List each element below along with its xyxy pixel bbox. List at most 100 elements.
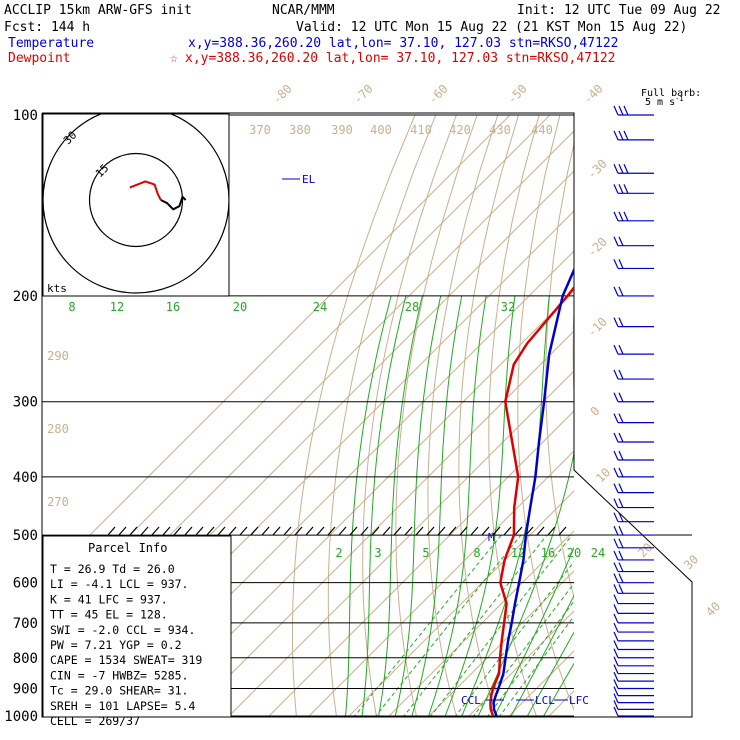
- plot-frame: [41, 112, 693, 718]
- dry-adiabat-line: [327, 114, 437, 717]
- freezing-hatch: [349, 526, 358, 536]
- moist-adiabat-line: [427, 295, 487, 717]
- moist-adiabat-label: 16: [166, 300, 180, 314]
- freezing-hatch: [294, 526, 303, 536]
- institution: NCAR/MMM: [272, 3, 335, 18]
- freezing-hatch: [338, 526, 347, 536]
- moist-adiabat-label: 32: [501, 300, 515, 314]
- init-time: Init: 12 UTC Tue 09 Aug 22: [517, 3, 721, 18]
- wind-barb: [613, 450, 654, 461]
- pressure-tick-label: 500: [13, 528, 38, 544]
- hodograph-units: kts: [47, 282, 67, 295]
- wind-barb: [613, 686, 654, 697]
- wind-barb: [613, 105, 654, 116]
- theta-label: 400: [370, 123, 392, 137]
- wind-barbs: [613, 105, 654, 717]
- freezing-hatch: [129, 526, 138, 536]
- hodograph-trace-upper: [129, 180, 162, 201]
- mixing-ratio-lines: [353, 534, 574, 717]
- theta-label: 370: [249, 123, 271, 137]
- temperature-legend: Temperature: [8, 36, 94, 51]
- moist-adiabat-line: [542, 662, 574, 717]
- isotherm-line: [147, 290, 574, 717]
- lcl-label: LCL: [535, 694, 555, 707]
- theta-label: 430: [489, 123, 511, 137]
- isotherm-line: [387, 530, 574, 717]
- freezing-hatch: [162, 526, 171, 536]
- pressure-tick-label: 700: [13, 616, 38, 632]
- parcel-info-row: SWI = -2.0 CCL = 934.: [50, 623, 195, 637]
- wind-barb: [613, 604, 654, 615]
- parcel-info-title: Parcel Info: [88, 541, 167, 555]
- wind-barb: [613, 671, 654, 682]
- mixing-ratio-label: 24: [591, 546, 605, 560]
- wind-barb: [613, 573, 654, 584]
- moist-adiabats: [344, 295, 574, 717]
- isotherm-line: [187, 330, 574, 717]
- parcel-info-row: CAPE = 1534 SWEAT= 319: [50, 653, 202, 667]
- moist-adiabat-label: 20: [233, 300, 247, 314]
- wind-barb: [613, 656, 654, 667]
- wind-barb: [613, 594, 654, 605]
- wind-barb: [613, 525, 654, 536]
- dry-adiabat-line: [458, 114, 519, 717]
- dewpoint-location: x,y=388.36,260.20 lat,lon= 37.10, 127.03…: [185, 51, 615, 66]
- barb-legend-units: 5 m s-1: [645, 95, 684, 108]
- freezing-hatch: [382, 526, 391, 536]
- isotherm-line: [42, 114, 551, 624]
- parcel-info-row: LI = -4.1 LCL = 937.: [50, 577, 188, 591]
- parcel-info-row: SREH = 101 LAPSE= 5.4: [50, 699, 195, 713]
- freezing-hatch: [107, 526, 116, 536]
- dry-adiabats: [292, 114, 574, 717]
- dewpoint-legend: Dewpoint: [8, 51, 71, 66]
- wind-barb: [613, 344, 654, 355]
- freezing-hatch: [217, 526, 226, 536]
- wind-barb: [613, 538, 654, 549]
- mixing-ratio-line: [472, 582, 574, 717]
- freezing-hatch: [426, 526, 435, 536]
- freezing-hatch: [140, 526, 149, 536]
- mixing-ratio-line: [498, 615, 574, 717]
- wind-barb: [613, 184, 654, 194]
- isotherm-line: [227, 370, 574, 717]
- parcel-info-row: TT = 45 EL = 128.: [50, 608, 168, 622]
- moist-adiabat-line: [526, 631, 574, 717]
- mixing-ratio-label: 5: [422, 546, 429, 560]
- freezing-hatch: [437, 526, 446, 536]
- dry-adiabat-line: [395, 114, 478, 717]
- freezing-hatch: [195, 526, 204, 536]
- parcel-info-row: CELL = 269/37: [50, 714, 140, 728]
- freezing-hatch: [536, 526, 545, 536]
- pressure-tick-label: 200: [13, 289, 38, 305]
- moist-adiabat-line: [509, 594, 574, 717]
- wind-barb: [613, 664, 654, 675]
- wind-barb: [613, 613, 654, 624]
- wind-barb: [613, 679, 654, 690]
- mixing-ratio-label: 3: [374, 546, 381, 560]
- theta-label: 380: [289, 123, 311, 137]
- mixing-ratio-label: 16: [541, 546, 555, 560]
- parcel-info-frame: [42, 535, 232, 718]
- wind-barb: [613, 631, 654, 642]
- isotherm-line: [307, 450, 574, 717]
- mixing-ratio-line: [353, 534, 502, 717]
- pressure-tick-label: 400: [13, 470, 38, 486]
- freezing-hatch: [118, 526, 127, 536]
- barb-legend-title: Full barb:: [641, 88, 701, 99]
- freezing-hatch: [558, 526, 567, 536]
- freezing-hatch: [371, 526, 380, 536]
- freezing-hatch: [547, 526, 556, 536]
- temperature-line: [492, 266, 574, 717]
- forecast-hour: Fcst: 144 h: [4, 20, 90, 35]
- parcel-info-row: CIN = -7 HWBZ= 5285.: [50, 668, 188, 682]
- wind-barb: [613, 550, 654, 561]
- moist-adiabat-label: 12: [110, 300, 124, 314]
- theta-label: 410: [410, 123, 432, 137]
- sounding-profiles: [489, 266, 574, 717]
- wind-barb: [613, 432, 654, 443]
- moist-adiabat-label: 24: [313, 300, 327, 314]
- temperature-location: x,y=388.36,260.20 lat,lon= 37.10, 127.03…: [188, 36, 618, 51]
- wind-barb: [613, 693, 654, 704]
- moist-adiabat-line: [394, 295, 442, 717]
- theta-label: 390: [331, 123, 353, 137]
